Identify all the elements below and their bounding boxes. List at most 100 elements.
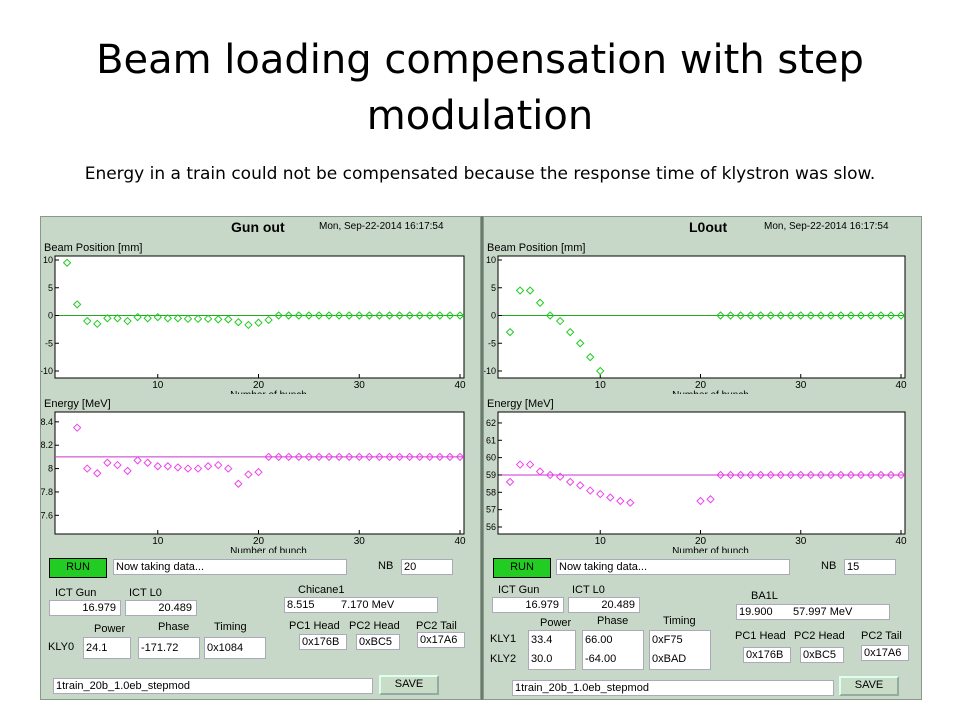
- save-button[interactable]: SAVE: [839, 676, 899, 696]
- kly0-phase[interactable]: -171.72: [138, 637, 200, 659]
- y-tick-label: 56: [486, 522, 496, 532]
- data-point: [153, 462, 162, 471]
- data-point: [415, 452, 424, 462]
- section-value-field: 19.900 57.997 MeV: [736, 604, 890, 620]
- y-tick-label: -5: [488, 338, 496, 348]
- data-point: [405, 452, 414, 462]
- data-point: [746, 311, 755, 320]
- data-point: [535, 298, 545, 307]
- kly0-label: KLY0: [48, 641, 75, 653]
- kly2-power[interactable]: 30.0: [531, 653, 553, 665]
- x-axis-label: Number of bunch: [672, 390, 749, 394]
- gun-out-panel: Gun out Mon, Sep-22-2014 16:17:54 Beam P…: [40, 216, 481, 700]
- data-point: [565, 477, 575, 487]
- kly1-power[interactable]: 33.4: [531, 634, 553, 646]
- ict-l0-label: ICT L0: [572, 584, 605, 596]
- run-button[interactable]: RUN: [49, 558, 107, 578]
- pc2-head-label: PC2 Head: [349, 620, 400, 632]
- kly1-phase[interactable]: 66.00: [585, 634, 613, 646]
- y-tick-label: 5: [491, 283, 496, 293]
- data-point: [545, 470, 555, 480]
- plot-area: [497, 411, 906, 535]
- kly2-timing[interactable]: 0xBAD: [652, 653, 687, 665]
- data-point: [716, 470, 725, 480]
- kly-phase-field[interactable]: 66.00 -64.00: [582, 630, 644, 670]
- kly2-phase[interactable]: -64.00: [585, 653, 617, 665]
- data-point: [596, 489, 605, 499]
- data-point: [736, 470, 745, 480]
- data-point: [555, 316, 565, 326]
- phase-label: Phase: [158, 621, 190, 633]
- kly0-timing[interactable]: 0x1084: [204, 637, 266, 659]
- ict-gun-value: 16.979: [49, 600, 121, 616]
- x-tick-label: 30: [354, 536, 366, 547]
- pc2-head-label: PC2 Head: [794, 630, 845, 642]
- data-point: [856, 311, 866, 320]
- data-point: [355, 452, 364, 462]
- data-point: [435, 311, 445, 320]
- ict-l0-value: 20.489: [125, 600, 197, 616]
- data-point: [355, 311, 364, 320]
- section-value: 8.515: [287, 599, 315, 611]
- data-point: [776, 470, 785, 480]
- y-tick-label: 8.4: [41, 417, 53, 427]
- data-point: [726, 470, 735, 480]
- data-point: [173, 463, 183, 472]
- data-point: [626, 498, 635, 507]
- section-energy: 57.997 MeV: [793, 606, 853, 618]
- filename-field[interactable]: 1train_20b_1.0eb_stepmod: [512, 680, 834, 696]
- data-point: [756, 470, 765, 480]
- kly-power-field[interactable]: 33.4 30.0: [528, 630, 576, 670]
- data-point: [826, 470, 836, 480]
- data-point: [224, 315, 233, 324]
- data-point: [334, 452, 344, 462]
- data-point: [344, 452, 354, 462]
- data-point: [786, 470, 795, 480]
- save-button[interactable]: SAVE: [379, 675, 439, 695]
- x-tick-label: 10: [595, 536, 607, 547]
- kly-timing-field[interactable]: 0xF75 0xBAD: [649, 630, 711, 670]
- data-point: [455, 452, 465, 462]
- data-point: [365, 311, 374, 320]
- data-point: [344, 311, 354, 320]
- data-point: [72, 300, 82, 309]
- data-point: [375, 311, 384, 320]
- data-point: [866, 470, 876, 480]
- x-tick-label: 40: [454, 380, 466, 391]
- filename-field[interactable]: 1train_20b_1.0eb_stepmod: [53, 678, 373, 694]
- nb-field[interactable]: 20: [401, 559, 453, 575]
- y-tick-label: 7.6: [41, 510, 53, 520]
- status-field: Now taking data...: [113, 559, 347, 575]
- data-point: [525, 460, 535, 469]
- kly0-power[interactable]: 24.1: [83, 637, 131, 659]
- y-tick-label: 62: [486, 418, 496, 428]
- data-point: [846, 311, 856, 320]
- y-axis-label: Beam Position [mm]: [44, 242, 142, 254]
- data-point: [806, 311, 815, 320]
- section-label: Chicane1: [298, 584, 345, 596]
- data-point: [103, 314, 112, 323]
- data-point: [133, 456, 142, 465]
- data-point: [706, 495, 715, 504]
- pc2-tail-label: PC2 Tail: [861, 630, 902, 642]
- data-point: [314, 452, 324, 462]
- pc1-head-value[interactable]: 0x176B: [743, 647, 791, 663]
- data-point: [385, 452, 394, 462]
- power-label: Power: [540, 617, 572, 629]
- pc2-head-value[interactable]: 0xBC5: [800, 647, 844, 663]
- kly1-timing[interactable]: 0xF75: [652, 634, 683, 646]
- data-point: [606, 493, 615, 502]
- data-point: [294, 452, 304, 462]
- panel-title: Gun out: [231, 219, 285, 235]
- pc1-head-label: PC1 Head: [289, 620, 340, 632]
- nb-field[interactable]: 15: [844, 559, 896, 575]
- data-point: [596, 366, 605, 376]
- pc1-head-value[interactable]: 0x176B: [299, 634, 347, 650]
- pc2-head-value[interactable]: 0xBC5: [356, 634, 400, 650]
- data-point: [113, 314, 122, 323]
- pc2-tail-value[interactable]: 0x17A6: [417, 632, 465, 648]
- run-button[interactable]: RUN: [493, 558, 551, 578]
- x-tick-label: 30: [354, 380, 366, 391]
- ict-gun-value: 16.979: [492, 597, 564, 613]
- pc2-tail-value[interactable]: 0x17A6: [861, 645, 909, 661]
